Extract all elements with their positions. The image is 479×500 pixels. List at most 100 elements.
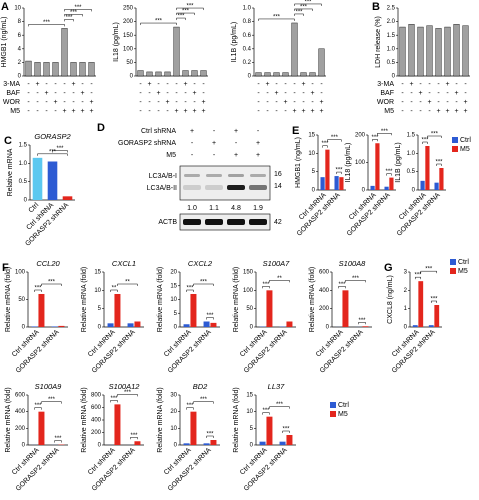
y-tick-label: 1 [404,306,408,312]
significance-label: *** [352,276,360,282]
significance-label: *** [321,141,329,147]
condition-sign: - [27,90,30,97]
condition-sign: - [81,81,84,88]
bar [51,326,58,327]
significance-bracket [117,394,138,397]
condition-sign: - [166,81,169,88]
y-tick-label: 0 [312,188,316,194]
condition-sign: - [54,90,57,97]
condition-sign: + [234,128,238,135]
condition-sign: + [418,90,422,97]
condition-sign: - [90,81,93,88]
significance-bracket [322,145,328,148]
significance-label: *** [295,10,303,16]
condition-sign: - [257,90,260,97]
panel-letter: G [384,262,393,274]
significance-label: *** [338,282,346,288]
band-ratio: 1.0 [187,205,197,212]
y-tick-label: 20 [170,270,177,276]
blot-band [249,185,267,190]
condition-sign: - [72,90,75,97]
condition-sign: + [445,108,449,115]
significance-bracket [176,7,204,11]
significance-bracket [372,139,378,142]
condition-sign: + [427,99,431,106]
legend-swatch [450,259,456,265]
significance-bracket [294,13,304,16]
condition-label: Ctrl shRNA [141,128,176,135]
condition-sign: + [53,99,57,106]
condition-sign: - [284,108,287,115]
condition-sign: + [283,99,287,106]
y-tick-label: 2.5 [387,6,396,12]
y-tick-label: 10 [246,409,253,415]
blot-band [228,174,244,177]
bar [62,196,73,200]
bar [38,411,45,445]
condition-sign: - [72,99,75,106]
chart-title: GORASP2 [34,132,71,141]
significance-bracket [269,280,290,283]
y-tick-label: 400 [319,288,330,294]
y-tick-label: 15 [308,133,315,139]
significance-label: *** [276,402,284,408]
condition-sign: - [257,108,260,115]
bar [444,26,451,77]
condition-label: 3-MA [3,81,20,88]
condition-sign: - [148,99,151,106]
y-tick-label: 200 [355,133,366,139]
condition-sign: - [175,90,178,97]
y-tick-label: 0 [362,188,366,194]
y-axis-label: IL18 (pg/mL) [345,143,352,183]
significance-label: *** [431,132,439,138]
y-axis-label: IL1B (pg/mL) [231,22,238,62]
bar [31,326,38,327]
bar [417,26,424,77]
significance-label: *** [331,135,339,141]
band-ratio: 1.9 [253,205,263,212]
significance-bracket [28,24,65,27]
y-tick-label: 15 [246,393,253,399]
condition-sign: - [54,108,57,115]
panel-letter: D [97,122,105,134]
y-tick-label: 0 [22,443,26,449]
significance-bracket [110,289,118,292]
bar [266,290,273,327]
condition-sign: + [44,90,48,97]
panel-letter: A [1,1,9,13]
condition-sign: + [301,81,305,88]
y-axis-label: Relative mRNA (fold) [5,267,12,332]
condition-sign: - [45,81,48,88]
y-axis-label: LDH release (%) [375,16,382,68]
bar [34,62,41,77]
bar [291,22,298,77]
y-tick-label: 1.5 [19,143,28,149]
y-axis-label: Relative mRNA (fold) [5,387,12,452]
significance-bracket [52,150,68,153]
condition-sign: - [36,90,39,97]
y-axis-label: HMGB1 (ng/mL) [1,17,8,68]
bar [425,146,430,190]
mw-marker: 14 [274,183,282,190]
significance-label: *** [300,5,308,11]
y-tick-label: 2 [18,60,22,66]
condition-sign: - [54,81,57,88]
bar [107,323,114,327]
condition-sign: + [274,90,278,97]
condition-sign: - [293,99,296,106]
condition-label: WOR [3,99,20,106]
y-tick-label: 150 [123,33,134,39]
y-tick-label: 15 [170,283,177,289]
y-tick-label: 0.8 [243,19,252,25]
condition-sign: - [266,90,269,97]
condition-sign: + [183,108,187,115]
condition-sign: + [62,108,66,115]
bar [61,28,68,77]
y-tick-label: 800 [91,393,102,399]
significance-bracket [386,173,392,176]
bar [52,62,59,77]
bar [134,321,141,327]
blot-band [227,219,245,225]
condition-sign: - [139,81,142,88]
